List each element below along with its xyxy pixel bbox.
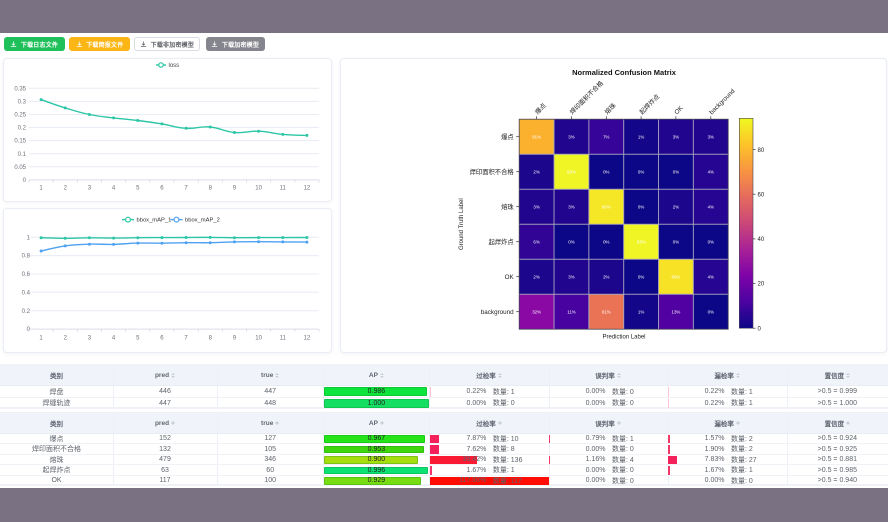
- svg-text:6: 6: [160, 336, 164, 342]
- svg-text:0.2: 0.2: [18, 125, 27, 131]
- svg-text:9: 9: [233, 185, 237, 191]
- svg-text:1%: 1%: [638, 309, 644, 314]
- svg-text:61%: 61%: [602, 309, 611, 314]
- svg-text:4%: 4%: [708, 274, 714, 279]
- svg-text:0: 0: [23, 178, 27, 184]
- svg-text:3: 3: [88, 336, 92, 342]
- svg-text:OK: OK: [505, 273, 515, 280]
- svg-text:10: 10: [255, 185, 262, 191]
- svg-text:OK: OK: [673, 104, 685, 116]
- svg-text:2%: 2%: [603, 274, 609, 279]
- svg-text:3%: 3%: [533, 204, 539, 209]
- svg-text:焊印面积不合格: 焊印面积不合格: [567, 78, 605, 116]
- svg-text:40: 40: [758, 237, 765, 243]
- svg-text:0.05: 0.05: [14, 164, 26, 170]
- svg-text:2: 2: [64, 336, 68, 342]
- svg-text:Normalized Confusion Matrix: Normalized Confusion Matrix: [572, 68, 677, 77]
- svg-text:4: 4: [112, 185, 116, 191]
- svg-text:0%: 0%: [673, 239, 679, 244]
- svg-text:4%: 4%: [708, 169, 714, 174]
- svg-text:0%: 0%: [568, 239, 574, 244]
- svg-text:熔珠: 熔珠: [501, 201, 514, 210]
- svg-text:7: 7: [184, 185, 188, 191]
- svg-text:32%: 32%: [532, 309, 541, 314]
- svg-text:起焊炸点: 起焊炸点: [637, 91, 661, 115]
- svg-text:5: 5: [136, 185, 140, 191]
- svg-text:9: 9: [233, 336, 237, 342]
- svg-text:1: 1: [27, 235, 31, 241]
- svg-text:0%: 0%: [603, 239, 609, 244]
- svg-text:1: 1: [39, 336, 43, 342]
- svg-text:3%: 3%: [673, 134, 679, 139]
- svg-text:0.2: 0.2: [22, 309, 31, 315]
- svg-text:background: background: [708, 87, 737, 116]
- svg-text:0.6: 0.6: [22, 272, 31, 278]
- svg-text:6: 6: [160, 185, 164, 191]
- svg-text:0%: 0%: [638, 274, 644, 279]
- svg-text:93%: 93%: [567, 169, 576, 174]
- svg-text:10: 10: [255, 336, 262, 342]
- svg-text:13%: 13%: [672, 309, 681, 314]
- svg-text:2%: 2%: [673, 204, 679, 209]
- svg-text:Ground Truth Label: Ground Truth Label: [459, 198, 465, 250]
- svg-text:0.1: 0.1: [18, 151, 27, 157]
- svg-text:Prediction Label: Prediction Label: [602, 334, 645, 340]
- svg-text:爆点: 爆点: [501, 131, 514, 140]
- svg-text:2: 2: [64, 185, 68, 191]
- svg-text:7%: 7%: [603, 134, 609, 139]
- svg-text:焊印面积不合格: 焊印面积不合格: [470, 166, 515, 175]
- svg-text:93%: 93%: [637, 239, 646, 244]
- svg-text:0.8: 0.8: [22, 254, 31, 260]
- svg-text:4%: 4%: [708, 204, 714, 209]
- svg-text:0%: 0%: [708, 239, 714, 244]
- svg-text:1%: 1%: [638, 134, 644, 139]
- svg-text:6%: 6%: [533, 239, 539, 244]
- svg-text:0%: 0%: [708, 309, 714, 314]
- svg-text:bbox_mAP_2: bbox_mAP_2: [185, 218, 220, 224]
- svg-text:0.35: 0.35: [14, 86, 26, 92]
- svg-text:89%: 89%: [672, 274, 681, 279]
- svg-text:60: 60: [758, 192, 765, 198]
- svg-text:7: 7: [184, 336, 188, 342]
- svg-text:0.25: 0.25: [14, 112, 26, 118]
- svg-text:0%: 0%: [638, 204, 644, 209]
- svg-text:0%: 0%: [673, 169, 679, 174]
- svg-text:3%: 3%: [568, 204, 574, 209]
- svg-text:0%: 0%: [603, 169, 609, 174]
- svg-text:熔珠: 熔珠: [602, 100, 618, 116]
- svg-text:20: 20: [758, 281, 765, 287]
- svg-text:loss: loss: [169, 63, 180, 69]
- svg-text:11%: 11%: [567, 309, 576, 314]
- svg-text:background: background: [481, 308, 514, 315]
- svg-text:0: 0: [758, 326, 762, 332]
- svg-text:8: 8: [209, 336, 213, 342]
- svg-text:3%: 3%: [568, 274, 574, 279]
- svg-text:0.3: 0.3: [18, 99, 27, 105]
- svg-text:0.15: 0.15: [14, 138, 26, 144]
- svg-text:11: 11: [280, 185, 287, 191]
- svg-text:5: 5: [136, 336, 140, 342]
- svg-text:8: 8: [209, 185, 213, 191]
- svg-text:3%: 3%: [568, 134, 574, 139]
- svg-text:bbox_mAP_1: bbox_mAP_1: [137, 218, 172, 224]
- svg-text:12: 12: [304, 336, 311, 342]
- svg-text:81%: 81%: [532, 134, 541, 139]
- svg-text:2%: 2%: [533, 274, 539, 279]
- svg-text:12: 12: [304, 185, 311, 191]
- svg-text:起焊炸点: 起焊炸点: [489, 236, 514, 245]
- svg-text:2%: 2%: [533, 169, 539, 174]
- svg-text:0%: 0%: [638, 169, 644, 174]
- svg-text:4: 4: [112, 336, 116, 342]
- svg-text:1: 1: [39, 185, 43, 191]
- svg-text:3%: 3%: [708, 134, 714, 139]
- svg-text:0.4: 0.4: [22, 290, 31, 296]
- svg-text:3: 3: [88, 185, 92, 191]
- svg-text:90%: 90%: [602, 204, 611, 209]
- svg-text:80: 80: [758, 147, 765, 153]
- svg-text:爆点: 爆点: [533, 100, 548, 115]
- svg-text:11: 11: [280, 336, 287, 342]
